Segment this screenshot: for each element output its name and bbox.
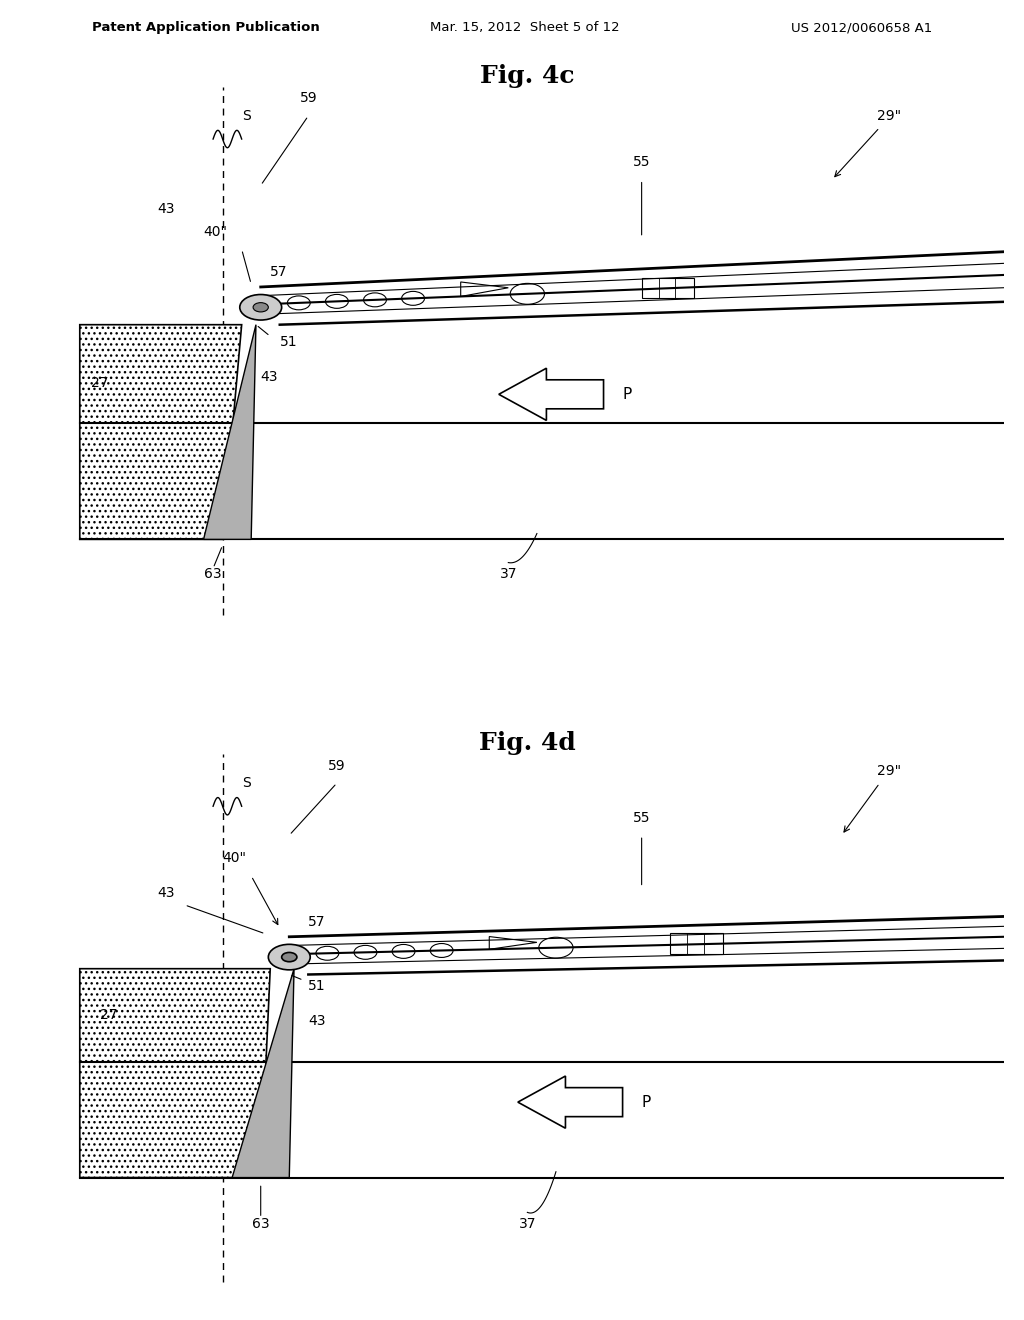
Text: 27: 27 xyxy=(100,1008,118,1022)
Polygon shape xyxy=(80,325,242,540)
Text: P: P xyxy=(642,1094,651,1110)
Text: 29": 29" xyxy=(878,764,901,779)
Text: 37: 37 xyxy=(518,1217,537,1232)
Circle shape xyxy=(240,294,282,319)
Polygon shape xyxy=(489,937,537,949)
Text: 37: 37 xyxy=(500,568,517,581)
Text: 55: 55 xyxy=(633,156,650,169)
Text: 40": 40" xyxy=(204,224,227,239)
Polygon shape xyxy=(461,282,508,297)
Bar xyxy=(670,933,723,953)
Text: 63: 63 xyxy=(204,568,222,581)
Text: 40": 40" xyxy=(222,851,247,866)
Text: 43: 43 xyxy=(158,202,175,215)
Text: Patent Application Publication: Patent Application Publication xyxy=(92,21,319,34)
Circle shape xyxy=(282,953,297,962)
Text: 43: 43 xyxy=(308,1014,326,1028)
Polygon shape xyxy=(204,325,256,540)
Text: 55: 55 xyxy=(633,810,650,825)
Circle shape xyxy=(268,944,310,970)
Bar xyxy=(642,277,694,298)
Text: 51: 51 xyxy=(308,979,326,993)
Polygon shape xyxy=(80,969,270,1177)
Text: Fig. 4d: Fig. 4d xyxy=(479,731,575,755)
Text: Mar. 15, 2012  Sheet 5 of 12: Mar. 15, 2012 Sheet 5 of 12 xyxy=(430,21,620,34)
Text: P: P xyxy=(623,387,632,401)
Text: Fig. 4c: Fig. 4c xyxy=(480,63,574,87)
Text: 43: 43 xyxy=(158,886,175,900)
Text: 51: 51 xyxy=(280,335,297,348)
Text: 43: 43 xyxy=(261,370,279,384)
Text: S: S xyxy=(242,776,251,791)
Text: 57: 57 xyxy=(308,915,326,929)
Text: S: S xyxy=(242,108,251,123)
Text: 27: 27 xyxy=(91,376,109,389)
Text: US 2012/0060658 A1: US 2012/0060658 A1 xyxy=(791,21,932,34)
Circle shape xyxy=(253,302,268,312)
Text: 63: 63 xyxy=(252,1217,269,1232)
Text: 59: 59 xyxy=(299,91,317,106)
Polygon shape xyxy=(499,368,603,420)
Text: 29": 29" xyxy=(878,108,901,123)
Polygon shape xyxy=(232,969,294,1177)
Text: 59: 59 xyxy=(328,759,346,772)
Text: 57: 57 xyxy=(270,265,288,280)
Polygon shape xyxy=(518,1076,623,1129)
